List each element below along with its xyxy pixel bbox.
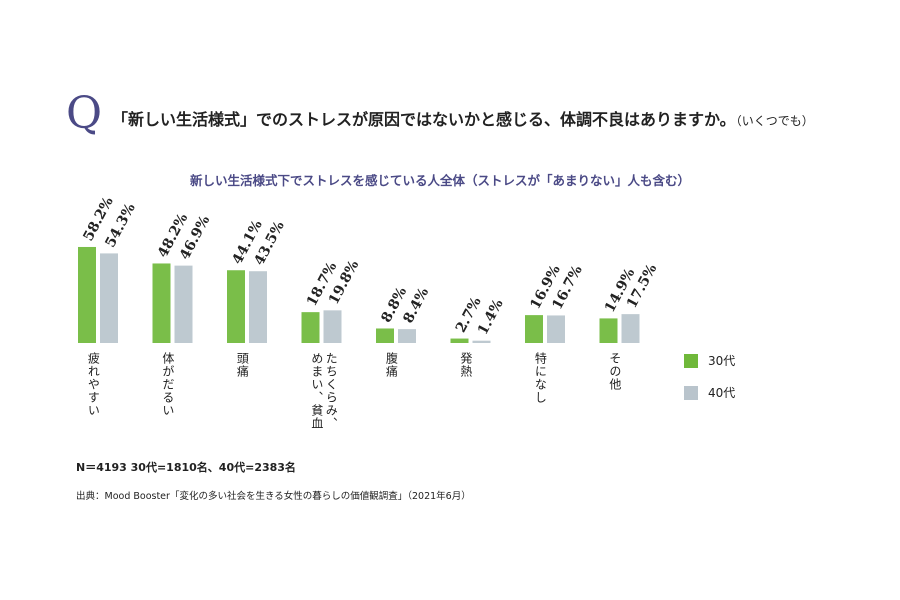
legend-label-40: 40代 xyxy=(708,386,736,400)
category-label-4: 腹痛 xyxy=(384,352,399,378)
legend-swatch-30 xyxy=(684,353,698,368)
chart-title: 新しい生活様式下でストレスを感じている人全体（ストレスが「あまりない」人も含む） xyxy=(190,173,691,188)
bar-40-2 xyxy=(249,271,267,343)
bar-30-6 xyxy=(525,315,543,343)
bar-30-3 xyxy=(301,312,320,343)
bar-30-4 xyxy=(376,328,394,343)
legend-item-40: 40代 xyxy=(684,384,735,401)
legend-item-30: 30代 xyxy=(684,352,735,369)
category-label-3: たちくらみ、めまい、貧血 xyxy=(309,352,339,430)
category-label-6: 特になし xyxy=(533,352,548,404)
category-label-1: 体がだるい xyxy=(160,352,175,417)
question-note: （いくつでも） xyxy=(735,114,814,128)
bar-40-5 xyxy=(472,340,491,343)
source-note: 出典：Mood Booster「変化の多い社会を生きる女性の暮らしの価値観調査」… xyxy=(76,491,471,502)
bar-40-3 xyxy=(323,310,342,343)
bar-40-4 xyxy=(398,329,416,343)
question-main: 「新しい生活様式」でのストレスが原因ではないかと感じる、体調不良はありますか。 xyxy=(112,110,736,129)
bar-40-6 xyxy=(547,315,565,343)
bar-30-2 xyxy=(227,270,245,343)
category-label-5: 発熱 xyxy=(458,352,473,378)
legend-label-30: 30代 xyxy=(708,354,736,368)
bar-30-1 xyxy=(152,263,171,343)
category-label-7: その他 xyxy=(607,352,622,391)
category-label-0: 疲れやすい xyxy=(86,352,101,417)
bar-30-5 xyxy=(450,338,469,343)
bar-40-0 xyxy=(100,253,118,343)
bar-30-7 xyxy=(599,318,618,343)
sample-note: N＝4193 30代=1810名、40代=2383名 xyxy=(76,461,296,474)
bar-40-7 xyxy=(621,314,640,343)
bar-40-1 xyxy=(174,265,193,343)
q-mark: Q xyxy=(66,88,103,139)
bar-30-0 xyxy=(78,246,96,343)
question-text: 「新しい生活様式」でのストレスが原因ではないかと感じる、体調不良はありますか。（… xyxy=(112,106,814,130)
legend-swatch-40 xyxy=(684,385,698,400)
category-label-2: 頭痛 xyxy=(235,352,250,378)
